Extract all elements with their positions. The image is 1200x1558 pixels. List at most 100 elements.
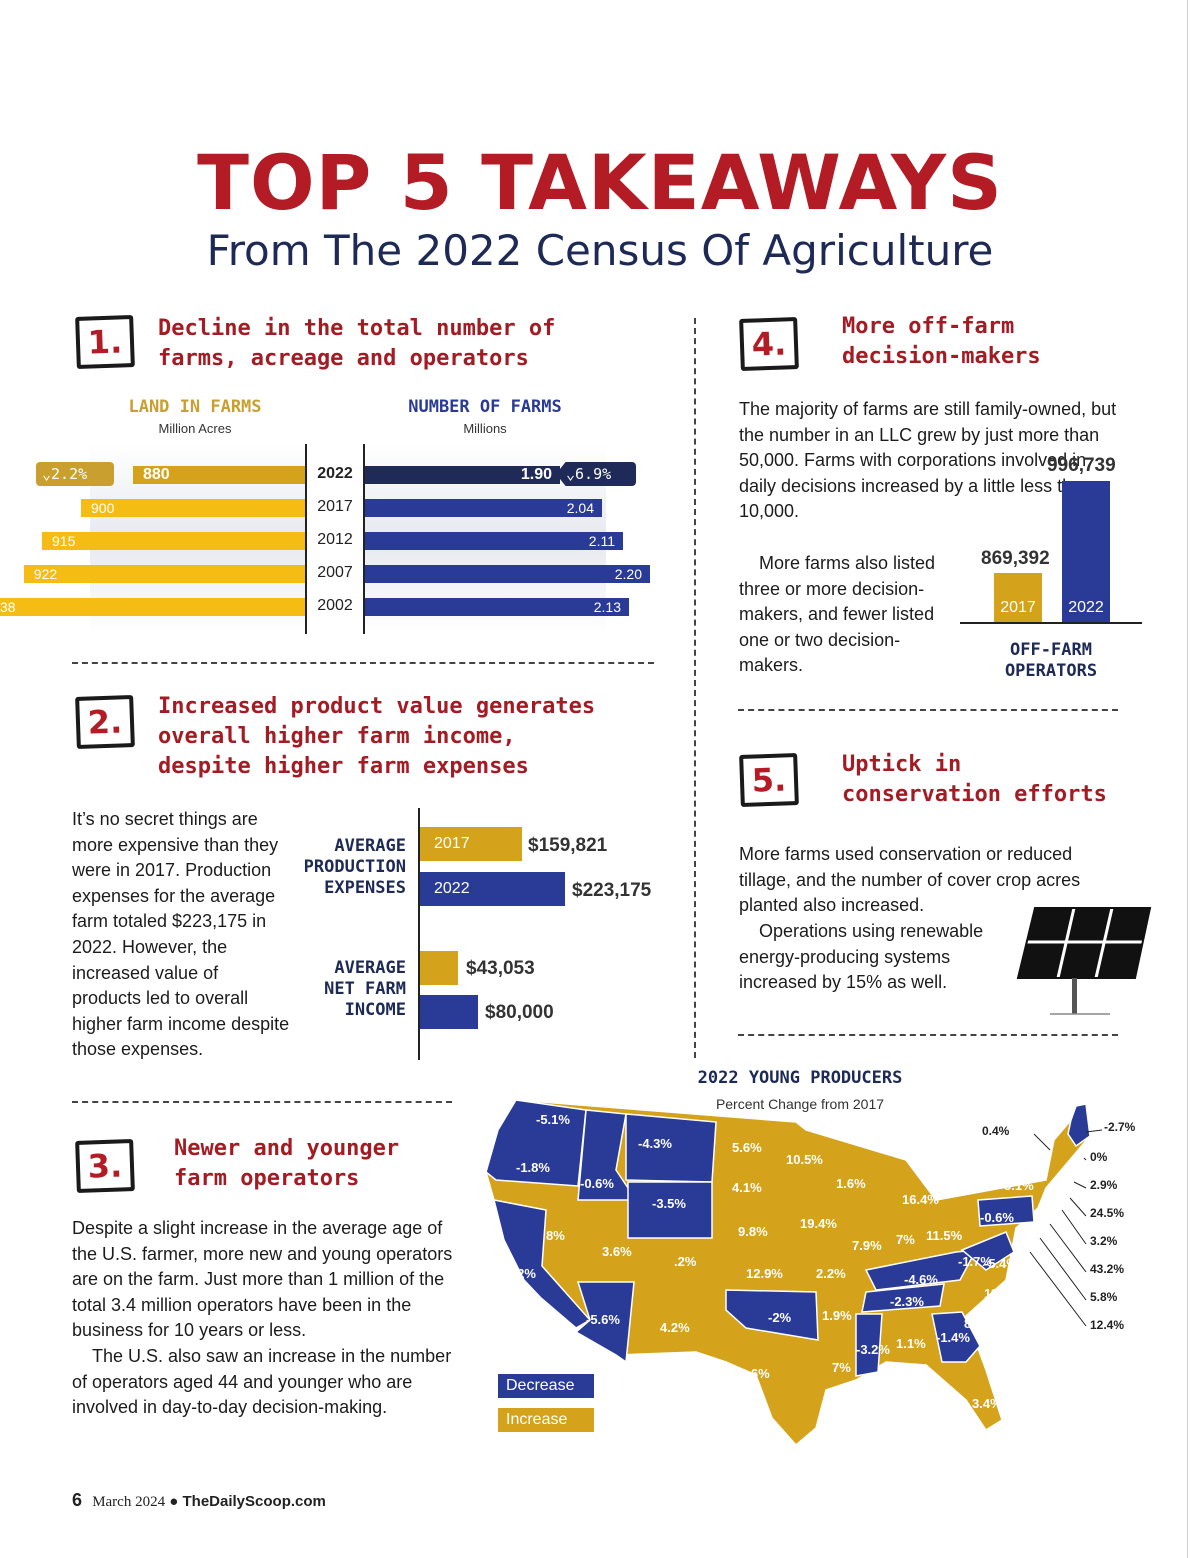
- expenses-2022-value: $223,175: [572, 880, 652, 901]
- section-divider: [72, 662, 654, 664]
- map-state-label: -4.2%: [502, 1266, 536, 1281]
- northeast-state-label: 0%: [1090, 1150, 1108, 1164]
- map-state-label: 5.1%: [1004, 1178, 1034, 1193]
- map-state-label: 8%: [546, 1228, 565, 1243]
- map-state-label: 2.2%: [816, 1266, 846, 1281]
- map-state-label: 7.9%: [852, 1238, 882, 1253]
- section-5-title: Uptick in conservation efforts: [842, 752, 1107, 807]
- map-title: 2022 YOUNG PRODUCERS: [697, 1068, 903, 1088]
- farms-bar-2017: 2.04: [365, 499, 602, 517]
- farms-bar-2007: 2.20: [365, 565, 650, 583]
- issue-date: March 2024: [92, 1494, 166, 1510]
- year-label-2017: 2017: [317, 498, 353, 515]
- section-3-text: Despite a slight increase in the average…: [72, 1218, 453, 1418]
- farms-bar-2022: 1.90: [365, 466, 560, 484]
- farms-bar-2002: 2.13: [365, 598, 629, 616]
- land-bar-2012: 915: [42, 532, 305, 550]
- section-number: 5.: [739, 753, 799, 807]
- map-state-label: 3.4%: [972, 1396, 1002, 1411]
- us-map: [486, 1100, 1091, 1447]
- northeast-state-label: 12.4%: [1090, 1318, 1125, 1332]
- section-1-title: Decline in the total number of farms, ac…: [158, 316, 556, 371]
- map-state-label: -4.3%: [638, 1136, 672, 1151]
- map-state-label: -4.6%: [904, 1272, 938, 1287]
- off-farm-operators-label: OFF-FARM OPERATORS: [1004, 640, 1098, 681]
- bullet-icon: ●: [169, 1493, 183, 1510]
- map-state-label: -0.6%: [580, 1176, 614, 1191]
- land-bar-2007: 922: [23, 565, 305, 583]
- farms-change-tag: ⌄6.9%: [556, 462, 636, 486]
- map-state-label: -3.5%: [652, 1196, 686, 1211]
- map-state-label: 11.4%: [984, 1286, 1021, 1301]
- map-state-label: 9.8%: [738, 1224, 768, 1239]
- operators-2017-bar: 2017: [994, 573, 1042, 622]
- map-state-label: 19.4%: [800, 1216, 837, 1231]
- section-divider: [738, 709, 1118, 711]
- map-state-label: -5.4%: [984, 1256, 1018, 1271]
- map-state-label: 1.6%: [836, 1176, 866, 1191]
- income-2017-value: $43,053: [466, 958, 535, 979]
- map-state-label: 5.6%: [732, 1140, 762, 1155]
- map-state-label: -5.6%: [586, 1312, 620, 1327]
- site-name: TheDailyScoop.com: [182, 1493, 326, 1510]
- map-state-label: 7%: [832, 1360, 851, 1375]
- northeast-state-label: 24.5%: [1090, 1206, 1125, 1220]
- land-bar-2002: 938: [0, 598, 305, 616]
- northeast-state-label: 5.8%: [1090, 1290, 1118, 1304]
- map-state-label: 11.5%: [926, 1228, 963, 1243]
- section-2-title: Increased product value generates overal…: [158, 694, 596, 779]
- map-state-label: 7%: [896, 1232, 915, 1247]
- land-in-farms-title: LAND IN FARMS: [128, 397, 262, 417]
- map-state-label: 0.6%: [740, 1366, 770, 1381]
- map-state-label: 8.8%: [964, 1316, 994, 1331]
- northeast-state-label: 2.9%: [1090, 1178, 1118, 1192]
- map-state-label: 4.2%: [660, 1320, 690, 1335]
- map-state-label: .2%: [674, 1254, 697, 1269]
- section-4-text-2: More farms also listed three or more dec…: [739, 553, 936, 676]
- map-state-label: 16.4%: [902, 1192, 939, 1207]
- section-5-text-2: Operations using renewable energy-produc…: [739, 921, 984, 993]
- map-state-label: -3.2%: [856, 1342, 890, 1357]
- down-arrow-icon: ⌄: [566, 465, 576, 483]
- income-2017-bar: [420, 951, 458, 985]
- year-label-2007: 2007: [317, 564, 353, 581]
- page-number: 6: [72, 1490, 83, 1510]
- year-label-2012: 2012: [317, 531, 353, 548]
- map-state-label: 10.5%: [786, 1152, 823, 1167]
- legend-decrease: Decrease: [498, 1374, 594, 1398]
- legend-increase: Increase: [498, 1408, 594, 1432]
- map-state-label: -1.8%: [516, 1160, 550, 1175]
- callout-lines: [1029, 1129, 1103, 1327]
- northeast-state-label: 0.4%: [982, 1124, 1010, 1138]
- section-number: 4.: [739, 317, 799, 371]
- map-state-label: -1.4%: [936, 1330, 970, 1345]
- land-in-farms-unit: Million Acres: [158, 421, 232, 436]
- map-state-label: 3.6%: [602, 1244, 632, 1259]
- land-bar-2022: 880: [133, 466, 305, 484]
- northeast-state-label: 43.2%: [1090, 1262, 1125, 1276]
- map-state-label: -2%: [768, 1310, 792, 1325]
- map-state-label: 4.1%: [732, 1180, 762, 1195]
- section-number: 3.: [75, 1139, 135, 1193]
- down-arrow-icon: ⌄: [42, 465, 52, 483]
- section-3-title: Newer and younger farm operators: [174, 1136, 400, 1191]
- map-state-label: 1.1%: [896, 1336, 926, 1351]
- section-4-text-1: The majority of farms are still family-o…: [739, 399, 1117, 522]
- main-title: TOP 5 TAKEAWAYS: [197, 138, 1003, 227]
- farms-bar-2012: 2.11: [365, 532, 623, 550]
- section-2-text: It’s no secret things are more expensive…: [72, 809, 290, 1060]
- income-2022-value: $80,000: [485, 1002, 554, 1023]
- map-subtitle: Percent Change from 2017: [715, 1096, 885, 1112]
- number-of-farms-title: NUMBER OF FARMS: [408, 397, 562, 417]
- map-state-label: -1.7%: [958, 1254, 992, 1269]
- map-state-label: -2.3%: [890, 1294, 924, 1309]
- expenses-2017-bar: 2017: [420, 827, 522, 861]
- northeast-state-label: 3.2%: [1090, 1234, 1118, 1248]
- section-5-text: More farms used conservation or reduced …: [739, 844, 1081, 916]
- section-divider: [72, 1101, 452, 1103]
- section-4-title: More off-farm decision-makers: [842, 314, 1041, 369]
- column-divider: [694, 318, 696, 1058]
- section-number: 2.: [75, 695, 135, 749]
- map-state-label: 1.9%: [822, 1308, 852, 1323]
- expenses-2017-value: $159,821: [528, 835, 608, 856]
